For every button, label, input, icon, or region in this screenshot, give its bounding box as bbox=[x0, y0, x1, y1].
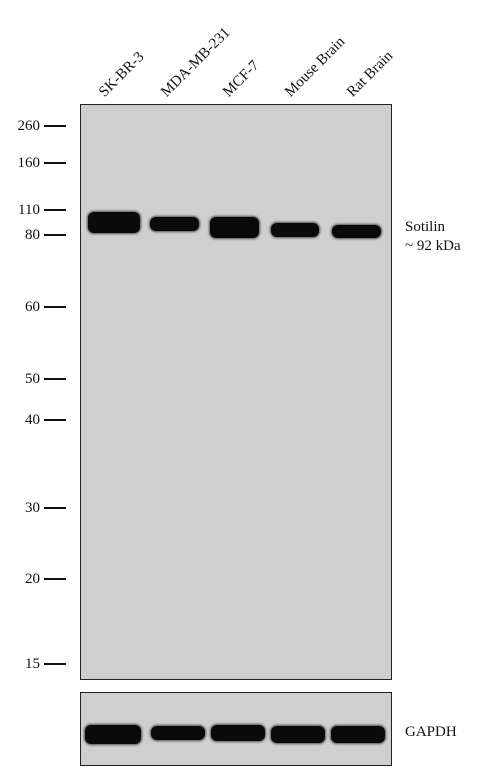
mw-tick-80 bbox=[44, 234, 66, 236]
mw-tick-260 bbox=[44, 125, 66, 127]
mw-marker-50: 50 bbox=[25, 371, 40, 387]
band-sk-br-3 bbox=[88, 212, 140, 233]
target-protein-label: Sotilin ~ 92 kDa bbox=[405, 218, 461, 256]
mw-tick-160 bbox=[44, 162, 66, 164]
mw-marker-40: 40 bbox=[25, 412, 40, 428]
mw-marker-160: 160 bbox=[17, 155, 41, 171]
gapdh-band-sk-br-3 bbox=[85, 725, 141, 744]
band-rat-brain bbox=[332, 225, 381, 238]
gapdh-band-mda-mb-231 bbox=[151, 726, 205, 740]
mw-tick-20 bbox=[44, 578, 66, 580]
lane-label-sk-br-3: SK-BR-3 bbox=[95, 48, 148, 101]
band-mcf-7 bbox=[210, 217, 259, 238]
target-size: ~ 92 kDa bbox=[405, 238, 461, 254]
target-name: Sotilin bbox=[405, 219, 446, 235]
band-mouse-brain bbox=[271, 223, 319, 237]
band-mda-mb-231 bbox=[150, 217, 199, 231]
mw-tick-30 bbox=[44, 507, 66, 509]
mw-marker-20: 20 bbox=[25, 571, 40, 587]
mw-tick-60 bbox=[44, 306, 66, 308]
mw-tick-110 bbox=[44, 209, 66, 211]
mw-marker-60: 60 bbox=[25, 299, 40, 315]
mw-tick-50 bbox=[44, 378, 66, 380]
mw-marker-15: 15 bbox=[25, 656, 40, 672]
mw-marker-260: 260 bbox=[17, 118, 41, 134]
mw-marker-30: 30 bbox=[25, 500, 40, 516]
lane-label-mcf-7: MCF-7 bbox=[219, 57, 263, 101]
loading-control-label: GAPDH bbox=[405, 724, 457, 740]
mw-tick-40 bbox=[44, 419, 66, 421]
lane-label-mouse-brain: Mouse Brain bbox=[281, 33, 349, 101]
mw-marker-80: 80 bbox=[25, 227, 40, 243]
main-blot-membrane bbox=[80, 104, 392, 680]
lane-label-rat-brain: Rat Brain bbox=[343, 48, 397, 101]
gapdh-band-mcf-7 bbox=[211, 725, 265, 741]
mw-marker-110: 110 bbox=[18, 202, 40, 218]
mw-tick-15 bbox=[44, 663, 66, 665]
gapdh-band-rat-brain bbox=[331, 726, 385, 743]
gapdh-band-mouse-brain bbox=[271, 726, 325, 743]
gapdh-blot-membrane bbox=[80, 692, 392, 766]
